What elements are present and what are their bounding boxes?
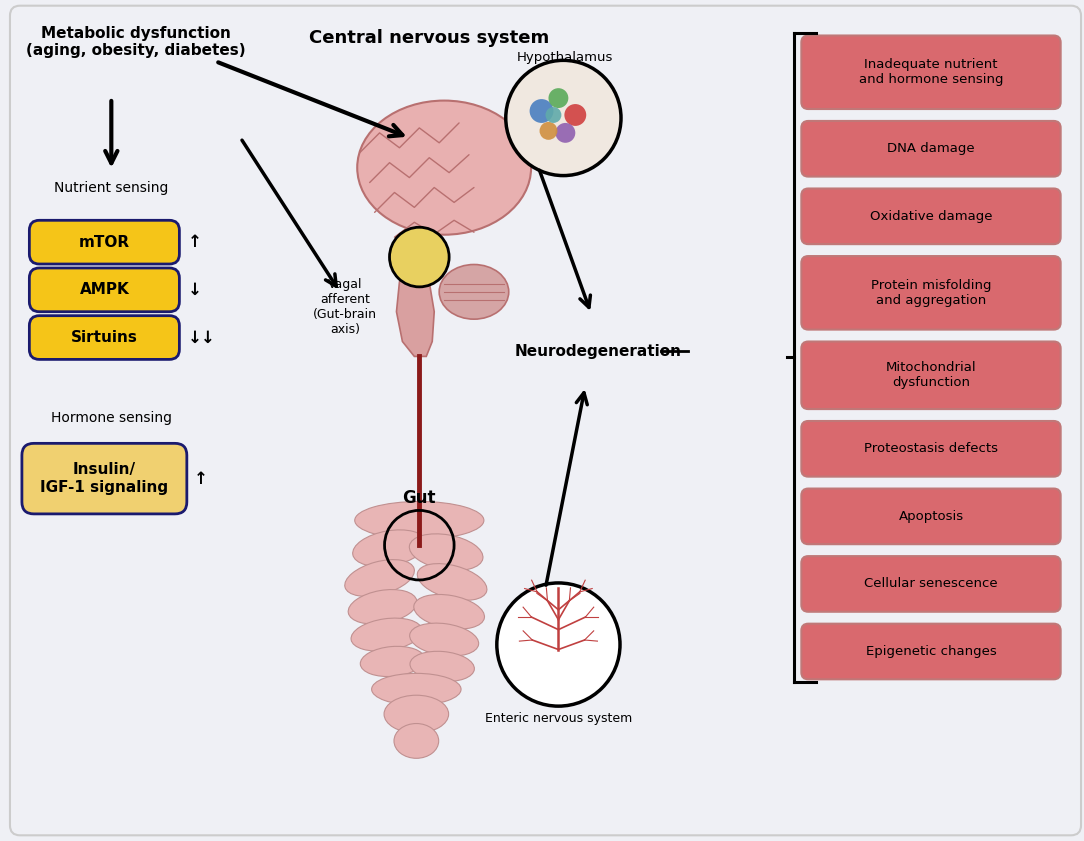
Text: ↑: ↑ xyxy=(188,233,202,251)
FancyBboxPatch shape xyxy=(801,421,1060,477)
Text: Proteostasis defects: Proteostasis defects xyxy=(864,442,998,455)
Ellipse shape xyxy=(417,563,487,600)
FancyBboxPatch shape xyxy=(29,220,179,264)
Circle shape xyxy=(540,122,557,140)
Text: Vagal
afferent
(Gut-brain
axis): Vagal afferent (Gut-brain axis) xyxy=(313,278,377,336)
Circle shape xyxy=(506,61,621,176)
Text: Hormone sensing: Hormone sensing xyxy=(51,411,172,425)
Circle shape xyxy=(565,104,586,126)
Text: ↓↓: ↓↓ xyxy=(188,329,216,346)
FancyBboxPatch shape xyxy=(801,121,1060,177)
Text: Nutrient sensing: Nutrient sensing xyxy=(54,181,168,194)
Text: Mitochondrial
dysfunction: Mitochondrial dysfunction xyxy=(886,362,977,389)
Ellipse shape xyxy=(352,530,426,567)
Text: Gut: Gut xyxy=(402,489,436,506)
Ellipse shape xyxy=(393,723,439,759)
Ellipse shape xyxy=(372,674,461,705)
Ellipse shape xyxy=(348,590,417,624)
Polygon shape xyxy=(397,254,435,357)
Ellipse shape xyxy=(410,534,483,570)
Ellipse shape xyxy=(358,101,531,235)
Text: mTOR: mTOR xyxy=(79,235,130,250)
Circle shape xyxy=(530,99,554,123)
FancyBboxPatch shape xyxy=(801,35,1060,109)
FancyBboxPatch shape xyxy=(29,268,179,312)
Ellipse shape xyxy=(345,559,414,596)
Text: Hypothalamus: Hypothalamus xyxy=(517,51,614,65)
FancyBboxPatch shape xyxy=(801,624,1060,680)
FancyBboxPatch shape xyxy=(801,556,1060,611)
FancyBboxPatch shape xyxy=(801,489,1060,544)
Circle shape xyxy=(496,583,620,706)
Text: Apoptosis: Apoptosis xyxy=(899,510,964,523)
FancyBboxPatch shape xyxy=(22,443,186,514)
Text: ↑: ↑ xyxy=(194,469,208,488)
Ellipse shape xyxy=(354,501,483,539)
FancyBboxPatch shape xyxy=(29,315,179,359)
Text: Neurodegeneration: Neurodegeneration xyxy=(515,344,682,359)
Text: Sirtuins: Sirtuins xyxy=(70,330,138,345)
Circle shape xyxy=(549,88,568,108)
Ellipse shape xyxy=(439,265,508,319)
FancyBboxPatch shape xyxy=(801,256,1060,330)
Ellipse shape xyxy=(410,623,479,656)
FancyBboxPatch shape xyxy=(801,341,1060,409)
Circle shape xyxy=(555,123,576,143)
Ellipse shape xyxy=(410,651,475,681)
Text: Insulin/
IGF-1 signaling: Insulin/ IGF-1 signaling xyxy=(40,463,168,495)
Circle shape xyxy=(545,107,562,123)
Ellipse shape xyxy=(384,696,449,733)
Ellipse shape xyxy=(351,618,422,651)
Text: Protein misfolding
and aggregation: Protein misfolding and aggregation xyxy=(870,279,991,307)
Circle shape xyxy=(389,227,449,287)
Text: DNA damage: DNA damage xyxy=(887,142,975,156)
Text: Inadequate nutrient
and hormone sensing: Inadequate nutrient and hormone sensing xyxy=(859,58,1004,87)
Text: ↓: ↓ xyxy=(188,281,202,299)
Ellipse shape xyxy=(414,595,485,629)
Ellipse shape xyxy=(360,647,425,676)
Text: Enteric nervous system: Enteric nervous system xyxy=(485,712,632,725)
Text: Cellular senescence: Cellular senescence xyxy=(864,578,997,590)
Text: Metabolic dysfunction
(aging, obesity, diabetes): Metabolic dysfunction (aging, obesity, d… xyxy=(26,25,246,58)
Text: Oxidative damage: Oxidative damage xyxy=(869,209,992,223)
Text: Epigenetic changes: Epigenetic changes xyxy=(866,645,996,658)
FancyBboxPatch shape xyxy=(10,6,1081,835)
FancyBboxPatch shape xyxy=(801,188,1060,244)
Text: Central nervous system: Central nervous system xyxy=(309,29,550,46)
Text: AMPK: AMPK xyxy=(79,283,129,298)
